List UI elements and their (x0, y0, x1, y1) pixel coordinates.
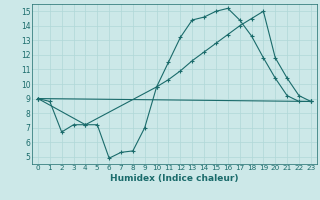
X-axis label: Humidex (Indice chaleur): Humidex (Indice chaleur) (110, 174, 239, 183)
